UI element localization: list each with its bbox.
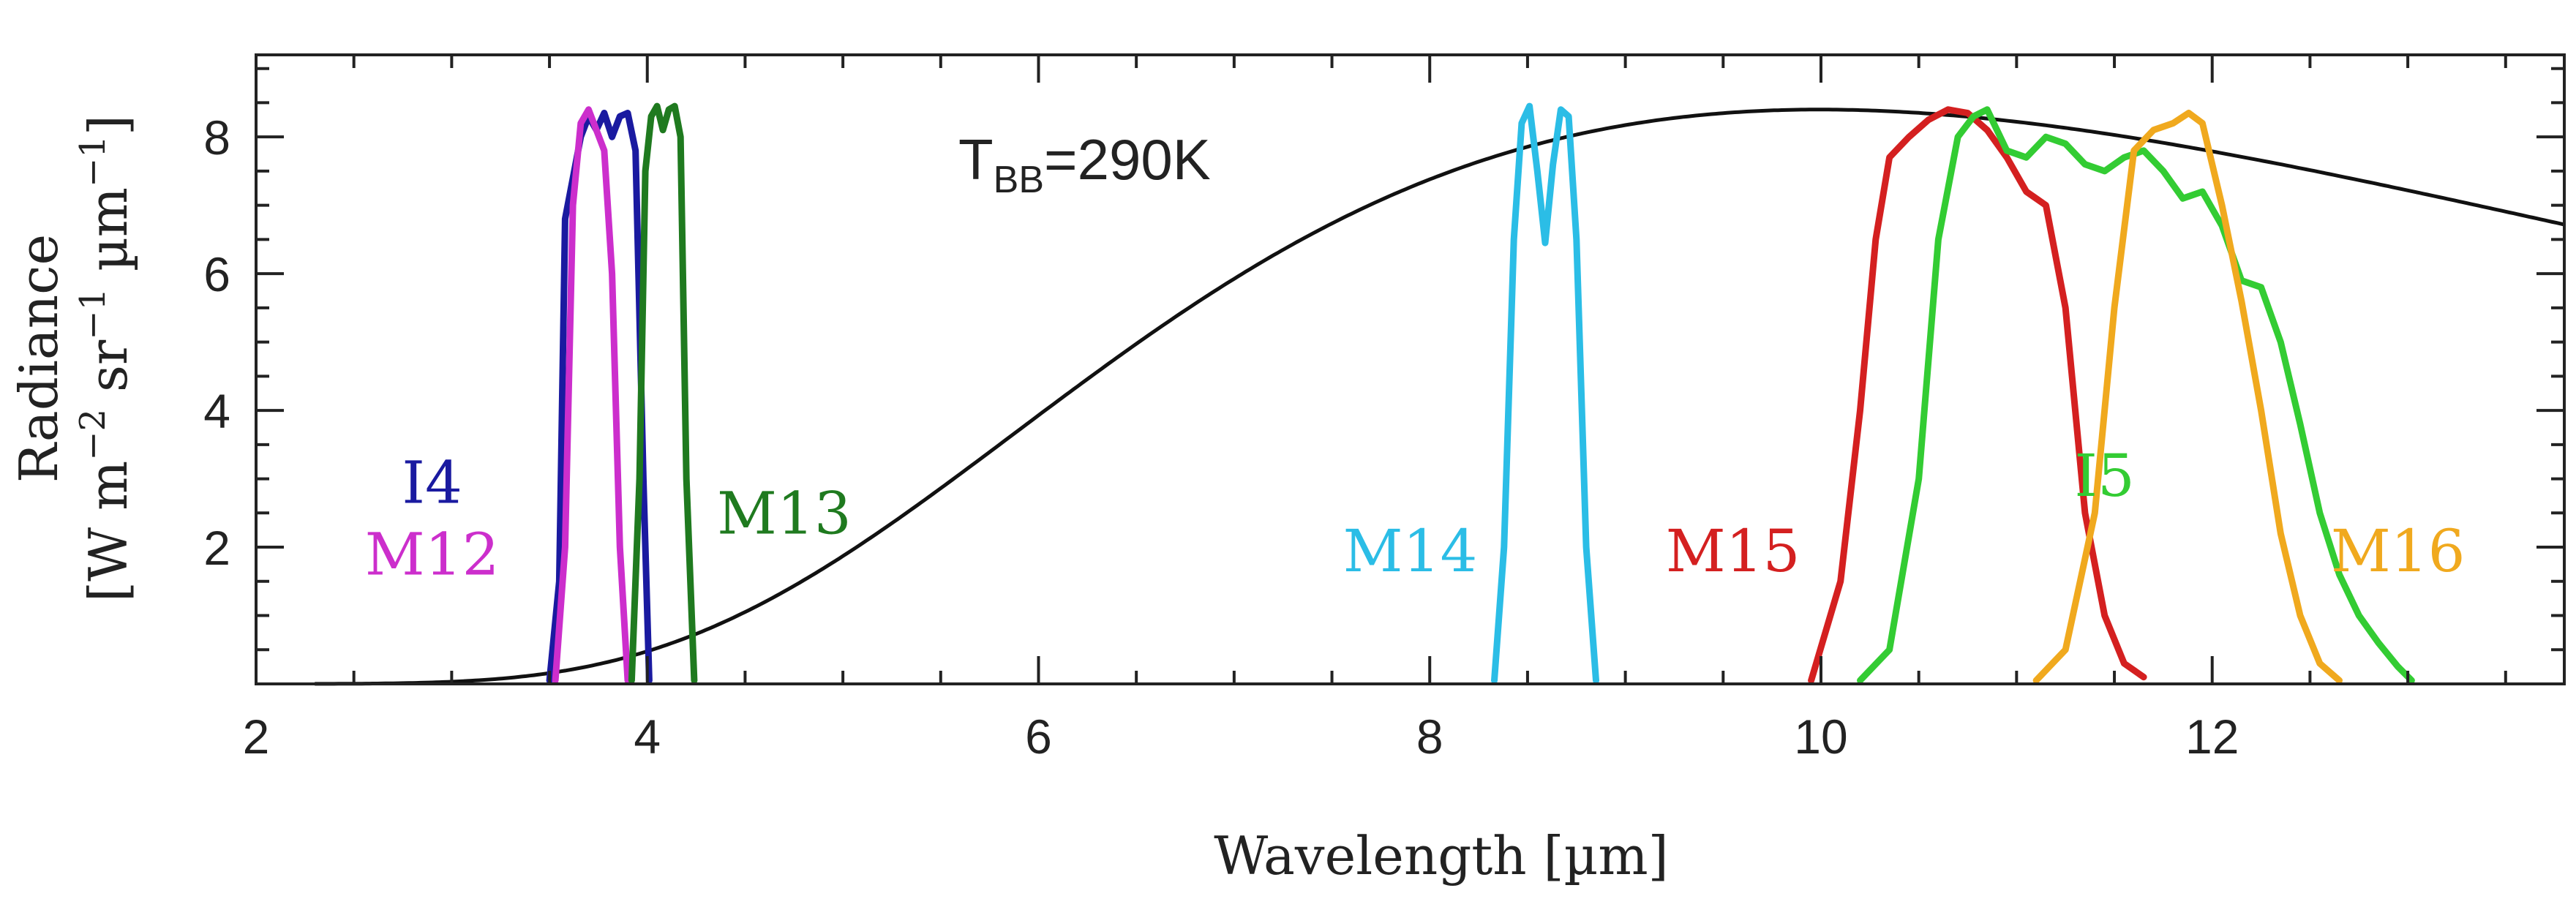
x-tick-label: 6 (1025, 710, 1052, 764)
y-axis-unit-exp2: −1 (72, 288, 113, 340)
plot-content (315, 102, 2565, 686)
tbb-annotation-sub: BB (994, 159, 1044, 201)
x-tick-label: 10 (1794, 710, 1847, 764)
y-axis-unit-w: [W m (78, 461, 139, 602)
series-i4-label: I4 (402, 448, 462, 516)
series-m14-curve (1491, 102, 1599, 684)
series-i5-curve (1857, 106, 2415, 684)
y-axis-title-line1: Radiance (8, 234, 70, 483)
series-m16-label: M16 (2331, 517, 2466, 585)
tbb-annotation-t: T (958, 127, 994, 192)
plot-frame (255, 53, 2566, 685)
series-m15-label: M15 (1666, 517, 1800, 585)
y-axis-title-line2: [W m−2 sr−1 µm−1] (72, 115, 139, 602)
x-tick-label: 4 (634, 710, 661, 764)
y-axis-title: Radiance [W m−2 sr−1 µm−1] (8, 115, 139, 602)
y-tick-label: 2 (203, 521, 230, 575)
y-axis-unit-um: µm (78, 187, 139, 288)
axes-layer: 2 4 6 8 10 12 2 4 6 8 (203, 53, 2566, 764)
series-m13-curve (628, 102, 698, 684)
y-axis-unit-exp1: −2 (72, 409, 113, 461)
y-tick-label: 4 (203, 384, 230, 438)
x-tick-label: 12 (2185, 710, 2239, 764)
series-m14-label: M14 (1343, 517, 1478, 585)
y-tick-label: 8 (203, 110, 230, 165)
series-m12-label: M12 (365, 520, 500, 588)
series-m13-label: M13 (717, 479, 852, 547)
y-axis-unit-exp3: −1 (72, 135, 113, 187)
y-axis-unit-close: ] (78, 115, 139, 135)
series-m16-curve (2032, 110, 2343, 684)
x-tick-label: 2 (243, 710, 270, 764)
y-axis-unit-sr: sr (78, 339, 139, 409)
tbb-annotation: TBB=290K (958, 127, 1211, 201)
series-m12-curve (552, 106, 631, 684)
series-i4-curve (546, 110, 653, 684)
tbb-annotation-rest: =290K (1044, 127, 1211, 192)
series-i5-label: I5 (2074, 442, 2135, 510)
x-axis-title: Wavelength [µm] (1214, 825, 1669, 887)
y-tick-label: 6 (203, 247, 230, 301)
x-tick-label: 8 (1416, 710, 1443, 764)
